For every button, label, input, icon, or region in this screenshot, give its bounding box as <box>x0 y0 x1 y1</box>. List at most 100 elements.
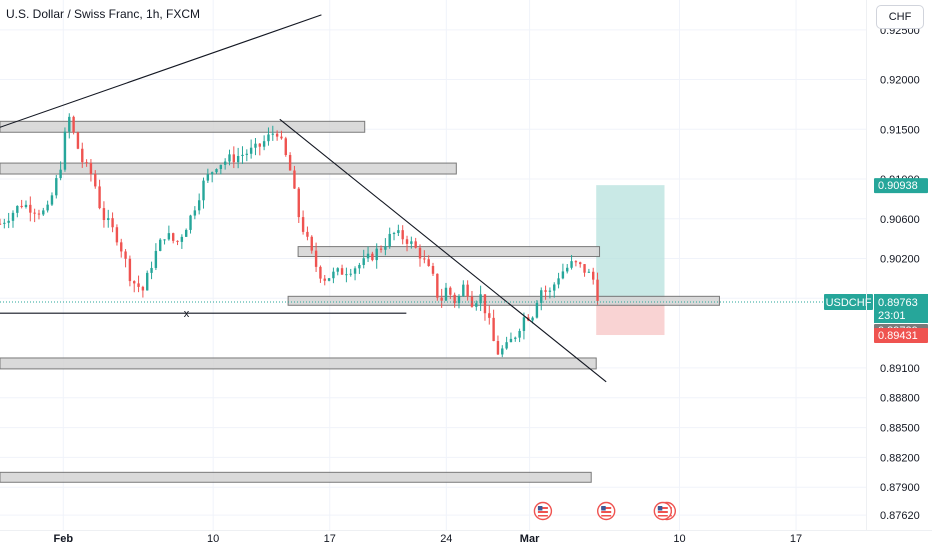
zone-rect-3 <box>297 246 601 258</box>
candle-body <box>362 258 365 265</box>
candle-body <box>94 174 97 187</box>
candle-body <box>249 147 253 154</box>
candle-body <box>141 286 145 291</box>
candle-body <box>449 287 452 295</box>
candle-body <box>215 169 218 173</box>
candle-body <box>29 204 32 213</box>
candle-body <box>159 239 162 251</box>
x-tick-label: 17 <box>324 533 336 545</box>
candle-body <box>592 271 595 280</box>
candle-body <box>262 141 266 147</box>
y-tick-label: 0.89100 <box>880 363 920 375</box>
candle-body <box>496 341 500 355</box>
candle-body <box>540 290 543 303</box>
candle-body <box>245 153 249 155</box>
candle-body <box>176 240 179 242</box>
candle-body <box>340 268 344 275</box>
candle-body <box>7 220 10 223</box>
candle-body <box>150 267 153 273</box>
target-zone <box>596 185 665 302</box>
y-tick-label: 0.87900 <box>880 482 920 494</box>
candle-body <box>89 162 93 175</box>
candle-body <box>345 274 348 276</box>
price-badge-last: 0.89763 <box>878 297 918 309</box>
x-tick-label: 24 <box>440 533 452 545</box>
y-tick-label: 0.90200 <box>880 254 920 266</box>
candle-body <box>531 317 534 321</box>
y-tick-label: 0.88800 <box>880 393 920 405</box>
flag-canton <box>537 506 543 511</box>
candle-body <box>410 241 413 244</box>
flag-canton <box>657 506 663 511</box>
candle-body <box>275 133 279 137</box>
candle-body <box>11 212 15 221</box>
candle-body <box>561 271 565 279</box>
candle-body <box>184 229 188 237</box>
x-tick-label: 10 <box>207 533 219 545</box>
candle-body <box>20 205 23 208</box>
x-tick-label: Feb <box>54 533 74 545</box>
flag-stripe <box>537 511 548 513</box>
candle-body <box>154 250 158 268</box>
flag-stripe <box>537 515 548 517</box>
y-tick-label: 0.92000 <box>880 75 920 87</box>
flag-stripe <box>657 507 668 509</box>
candle-body <box>423 258 426 260</box>
candle-body <box>146 272 149 291</box>
candle-body <box>16 205 19 213</box>
candle-body <box>128 258 132 282</box>
candle-body <box>288 154 292 171</box>
price-badge-symbol-bg <box>824 293 873 310</box>
candle-body <box>553 284 556 291</box>
candle-body <box>314 250 318 267</box>
candle-body <box>219 164 223 170</box>
candle-body <box>544 290 547 292</box>
flag-stripe <box>657 511 668 513</box>
candle-body <box>223 161 227 165</box>
candle-body <box>366 253 370 259</box>
candle-body <box>301 217 305 232</box>
flag-canton <box>601 506 606 511</box>
candle-body <box>583 264 586 273</box>
flag-stripe <box>657 515 668 517</box>
price-badge-symbol: USDCHF <box>826 297 872 309</box>
y-tick-label: 0.88200 <box>880 452 920 464</box>
candle-body <box>392 233 396 235</box>
candle-body <box>418 247 422 259</box>
price-badge-stop: 0.89431 <box>878 330 918 342</box>
candle-body <box>137 283 140 287</box>
candle-body <box>462 284 465 297</box>
price-axis-separator <box>866 0 867 530</box>
candle-body <box>236 156 240 163</box>
candle-body <box>492 317 495 342</box>
candle-body <box>414 241 417 248</box>
candle-body <box>24 204 28 208</box>
candle-body <box>241 154 244 157</box>
candle-body <box>258 143 261 147</box>
candle-body <box>55 178 58 196</box>
candle-body <box>535 302 539 318</box>
candle-body <box>436 273 439 298</box>
time-axis-separator <box>0 530 932 531</box>
candle-body <box>566 267 569 272</box>
candle-body <box>306 231 309 237</box>
chart-title: U.S. Dollar / Swiss Franc, 1h, FXCM <box>6 7 201 21</box>
y-tick-label: 0.87620 <box>880 510 920 522</box>
candle-body <box>124 251 127 259</box>
candle-body <box>115 227 119 243</box>
candle-body <box>453 294 456 304</box>
candle-body <box>466 284 469 297</box>
candle-body <box>297 188 300 218</box>
currency-button[interactable]: CHF <box>876 5 924 29</box>
candle-body <box>479 294 482 304</box>
candle-body <box>310 236 313 251</box>
candle-body <box>336 268 339 272</box>
candle-body <box>85 162 88 164</box>
zone-rect-4 <box>287 295 720 306</box>
candle-body <box>587 271 591 273</box>
x-tick-label: 17 <box>790 533 802 545</box>
candle-body <box>254 143 257 148</box>
candle-body <box>327 278 331 281</box>
candle-body <box>431 266 435 274</box>
